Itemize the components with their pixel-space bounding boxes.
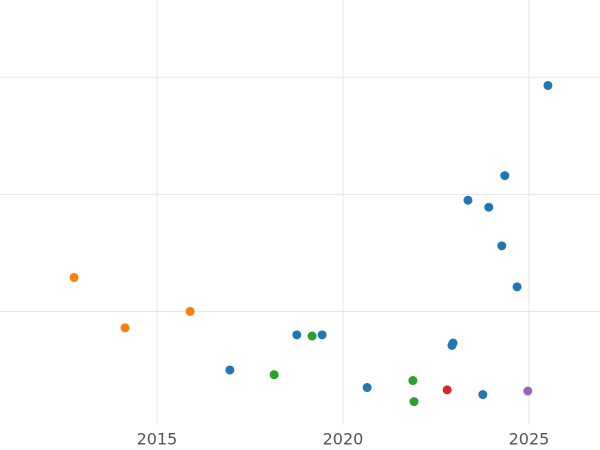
point: [478, 390, 488, 400]
x-tick-label: 2025: [509, 430, 550, 449]
point: [362, 383, 372, 393]
point: [463, 195, 473, 205]
point: [442, 385, 452, 395]
point: [120, 323, 130, 333]
point: [185, 306, 195, 316]
point: [512, 282, 522, 292]
x-tick-label: 2020: [323, 430, 364, 449]
point: [317, 330, 327, 340]
point: [500, 171, 510, 181]
point: [408, 376, 418, 386]
point: [543, 80, 553, 90]
point: [447, 340, 457, 350]
point: [269, 370, 279, 380]
point: [69, 272, 79, 282]
point: [409, 397, 419, 407]
point: [307, 331, 317, 341]
point: [523, 386, 533, 396]
point: [484, 202, 494, 212]
point: [225, 365, 235, 375]
point: [497, 241, 507, 251]
x-tick-label: 2015: [137, 430, 178, 449]
point: [292, 330, 302, 340]
